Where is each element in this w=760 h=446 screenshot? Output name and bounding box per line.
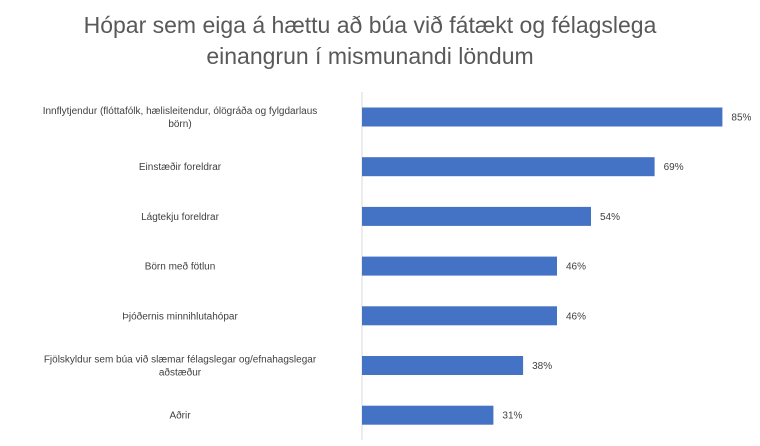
bar-2: [362, 157, 655, 177]
category-label-5: Þjóðernis minnihlutahópar: [122, 310, 238, 322]
chart-title-line-1: Hópar sem eiga á hættu að búa við fátækt…: [83, 12, 657, 38]
category-label-6: Fjölskyldur sem búa við slæmar félagsleg…: [44, 354, 317, 379]
value-label-7: 31%: [502, 411, 522, 422]
category-label-4: Börn með fötlun: [145, 261, 216, 273]
value-label-3: 54%: [600, 212, 620, 223]
category-label-1-line-2: börn): [168, 119, 191, 130]
category-label-6-line-2: aðstæður: [159, 367, 202, 379]
value-label-1: 85%: [731, 113, 751, 124]
bar-4: [362, 256, 557, 276]
bar-5: [362, 306, 557, 326]
value-label-6: 38%: [532, 361, 552, 372]
category-label-3: Lágtekju foreldrar: [141, 212, 219, 223]
category-label-5-line-1: Þjóðernis minnihlutahópar: [122, 310, 238, 322]
category-label-4-line-1: Börn með fötlun: [145, 261, 216, 273]
bar-1: [362, 107, 723, 127]
value-label-2: 69%: [664, 162, 684, 173]
value-labels-group: 85% 69% 54% 46% 46% 38% 31%: [502, 113, 751, 422]
bar-3: [362, 206, 591, 226]
chart-title: Hópar sem eiga á hættu að búa við fátækt…: [0, 10, 740, 72]
chart-title-line-2: einangrun í mismunandi löndum: [206, 43, 534, 69]
category-label-3-line-1: Lágtekju foreldrar: [141, 212, 219, 223]
category-label-7: Aðrir: [169, 410, 191, 422]
category-label-6-line-1: Fjölskyldur sem búa við slæmar félagsleg…: [44, 354, 317, 366]
category-label-1-line-1: Innflytjendur (flóttafólk, hælisleitendu…: [43, 105, 318, 117]
category-label-1: Innflytjendur (flóttafólk, hælisleitendu…: [43, 105, 318, 130]
category-label-2: Einstæðir foreldrar: [139, 161, 222, 173]
value-label-5: 46%: [566, 311, 586, 322]
category-label-2-line-1: Einstæðir foreldrar: [139, 161, 222, 173]
bar-6: [362, 356, 524, 375]
bar-7: [362, 405, 494, 425]
value-label-4: 46%: [566, 262, 586, 273]
category-label-7-line-1: Aðrir: [169, 410, 191, 422]
category-labels-group: Innflytjendur (flóttafólk, hælisleitendu…: [43, 105, 318, 422]
bars-group: [362, 107, 723, 425]
